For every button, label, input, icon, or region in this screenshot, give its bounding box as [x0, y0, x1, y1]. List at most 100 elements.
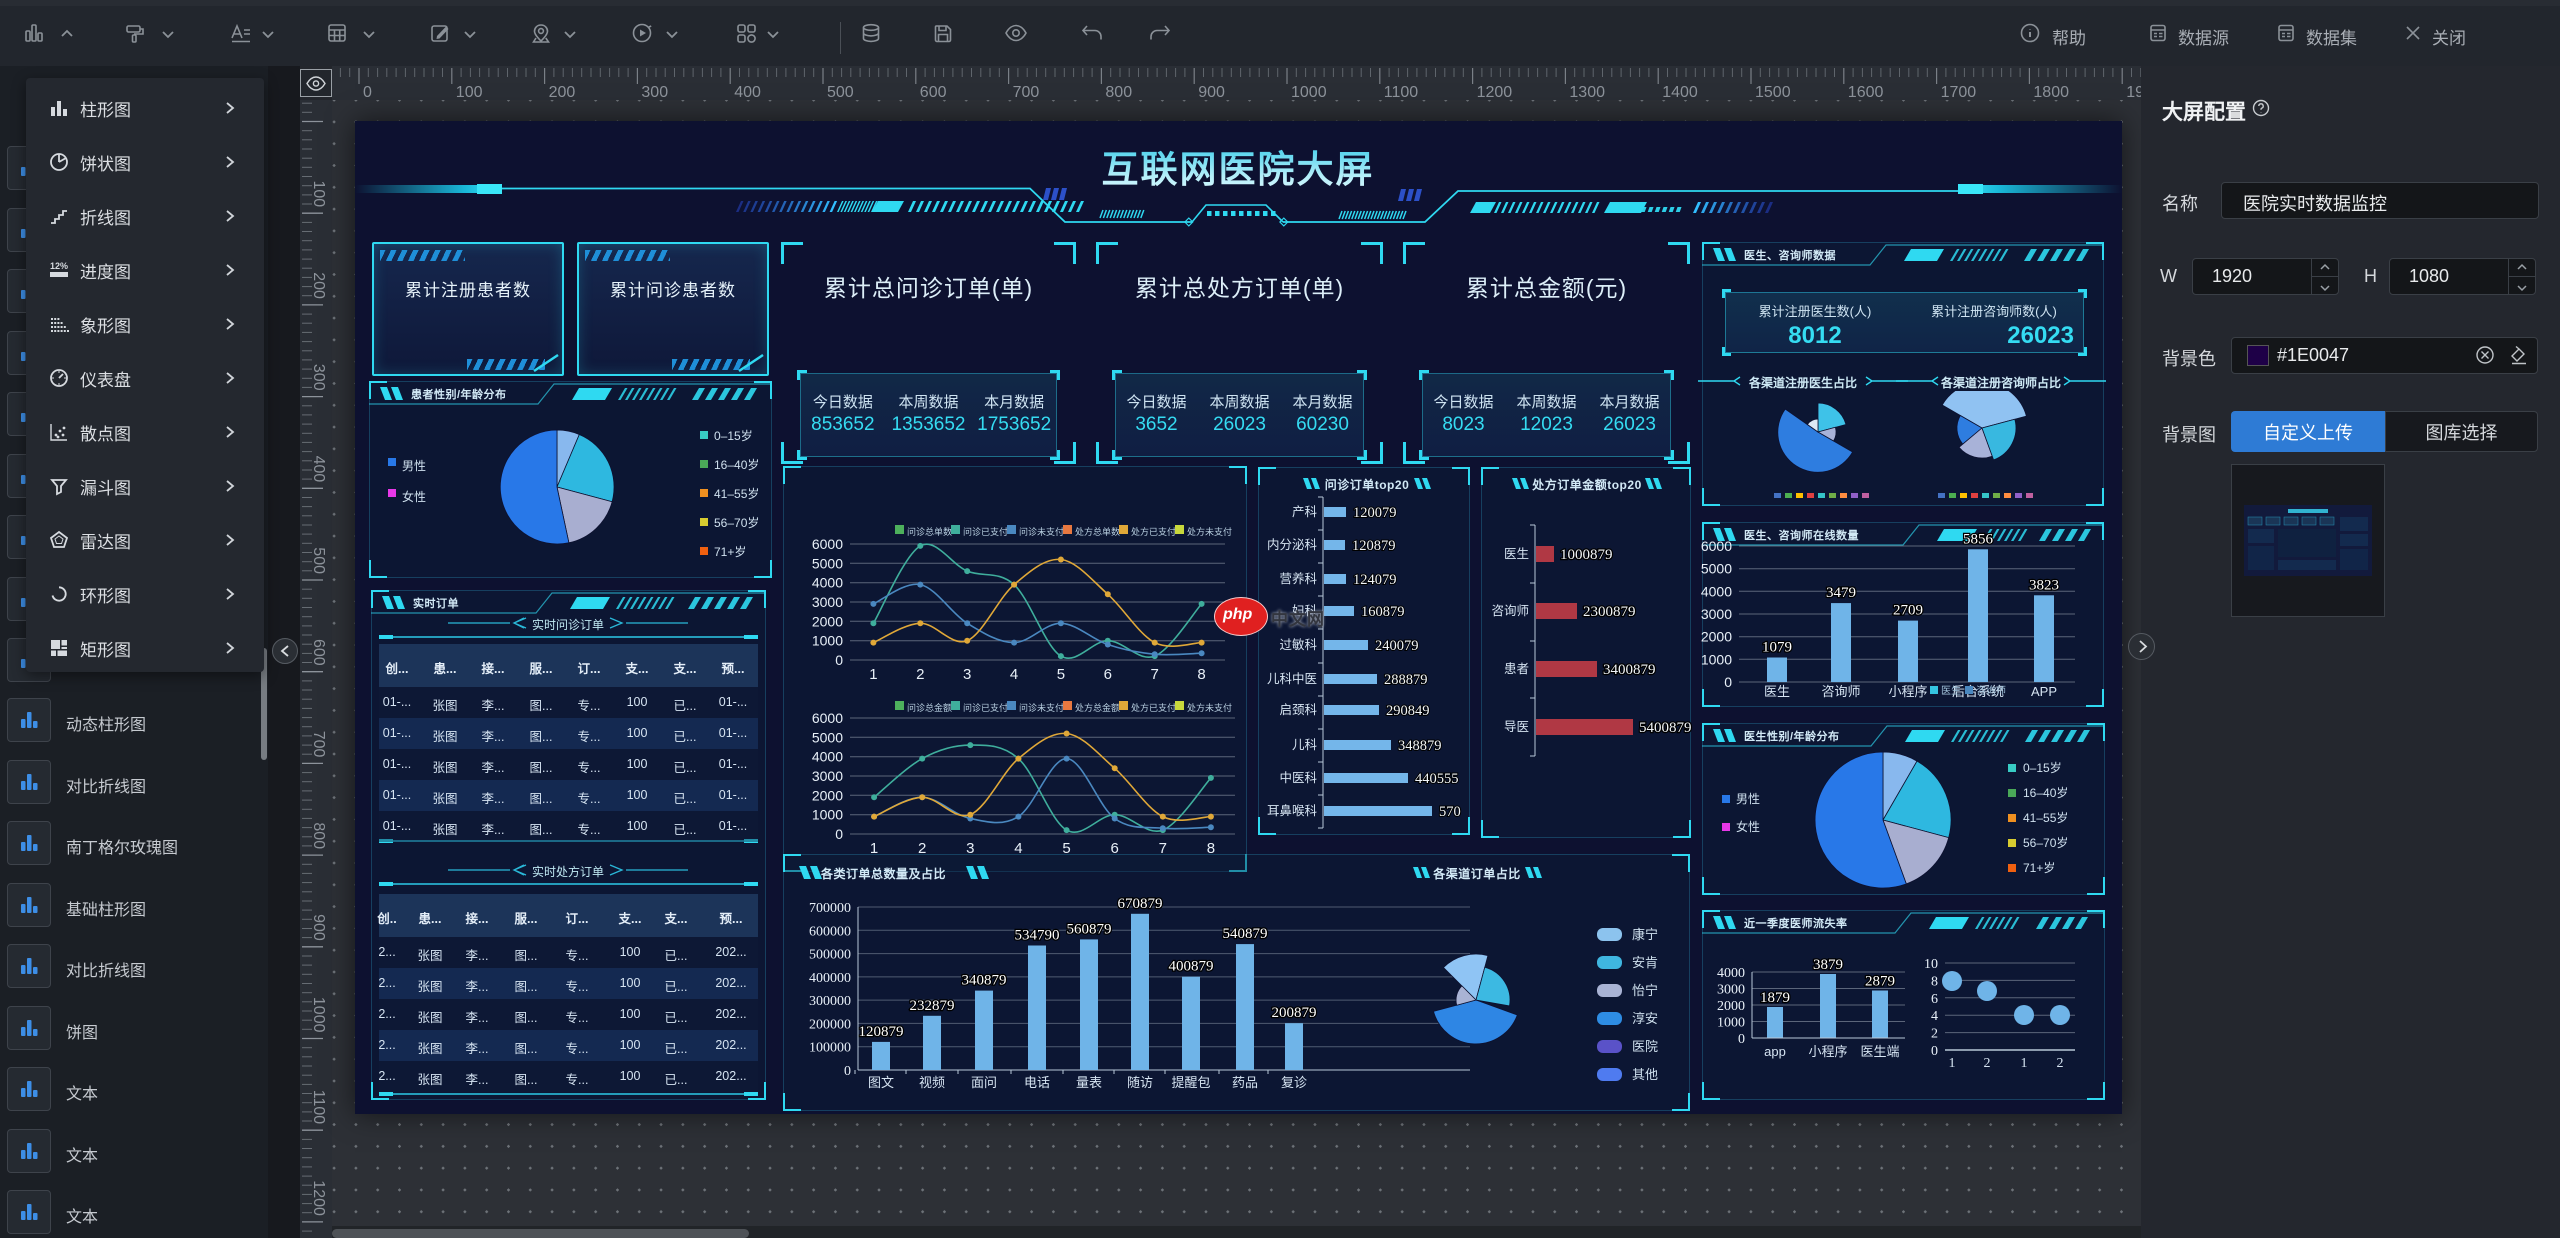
svg-text:0: 0: [1724, 674, 1732, 690]
svg-text:540879: 540879: [1223, 926, 1268, 942]
svg-text:医生: 医生: [1504, 547, 1529, 561]
svg-text:内分泌科: 内分泌科: [1267, 538, 1318, 552]
svg-text:6000: 6000: [1701, 538, 1732, 554]
svg-text:288879: 288879: [1384, 672, 1428, 688]
svg-text:100: 100: [456, 84, 483, 100]
svg-text:400000: 400000: [809, 971, 851, 986]
svg-text:1000: 1000: [1701, 651, 1732, 667]
svg-text:医生: 医生: [1941, 684, 1961, 697]
svg-text:200: 200: [549, 84, 576, 100]
svg-text:中医科: 中医科: [1279, 770, 1317, 785]
svg-text:4: 4: [1931, 1009, 1938, 1024]
svg-text:1500: 1500: [1755, 84, 1791, 100]
svg-text:1000: 1000: [812, 633, 843, 649]
svg-text:1600: 1600: [1848, 84, 1884, 100]
svg-text:过敏科: 过敏科: [1279, 637, 1317, 652]
svg-text:500000: 500000: [809, 948, 851, 963]
svg-text:其他: 其他: [1632, 1067, 1658, 1082]
svg-text:怡宁: 怡宁: [1632, 983, 1658, 998]
svg-text:安肯: 安肯: [1632, 955, 1658, 970]
svg-text:700: 700: [310, 731, 327, 758]
svg-text:3400879: 3400879: [1603, 662, 1656, 678]
svg-text:1000: 1000: [310, 997, 327, 1033]
svg-text:100: 100: [310, 180, 327, 207]
svg-text:700: 700: [1013, 84, 1040, 100]
svg-text:8: 8: [1207, 840, 1215, 857]
svg-text:1879: 1879: [1760, 990, 1790, 1006]
svg-text:儿科中医: 儿科中医: [1267, 671, 1317, 686]
svg-text:5000: 5000: [1701, 561, 1732, 577]
svg-text:量表: 量表: [1076, 1075, 1102, 1090]
svg-text:1800: 1800: [2033, 84, 2069, 100]
svg-text:1900: 1900: [2126, 84, 2141, 100]
svg-text:启颈科: 启颈科: [1279, 703, 1317, 717]
svg-text:534790: 534790: [1015, 928, 1060, 944]
svg-text:100000: 100000: [809, 1041, 851, 1056]
svg-text:10: 10: [1924, 957, 1938, 972]
svg-text:6000: 6000: [812, 710, 843, 726]
svg-text:1100: 1100: [1384, 84, 1419, 100]
svg-text:500: 500: [310, 547, 327, 574]
svg-text:1100: 1100: [310, 1090, 327, 1125]
svg-text:3: 3: [963, 666, 971, 683]
svg-text:0: 0: [844, 1064, 851, 1079]
svg-text:女性: 女性: [1736, 819, 1760, 834]
svg-text:670879: 670879: [1118, 896, 1163, 912]
svg-text:5000: 5000: [812, 555, 843, 571]
svg-text:4000: 4000: [1701, 583, 1732, 599]
svg-text:5400879: 5400879: [1639, 720, 1692, 736]
svg-text:3823: 3823: [2029, 577, 2059, 593]
svg-text:600000: 600000: [809, 924, 851, 939]
svg-text:500: 500: [827, 84, 854, 100]
svg-text:1000879: 1000879: [1560, 547, 1613, 563]
svg-text:200: 200: [310, 272, 327, 299]
svg-text:200879: 200879: [1272, 1005, 1317, 1021]
svg-text:2000: 2000: [1717, 999, 1745, 1014]
svg-text:2300879: 2300879: [1583, 604, 1636, 620]
svg-text:3000: 3000: [1701, 606, 1732, 622]
svg-text:0: 0: [835, 652, 843, 668]
svg-text:8: 8: [1197, 666, 1205, 683]
svg-text:3000: 3000: [812, 768, 843, 784]
svg-text:400: 400: [310, 456, 327, 483]
svg-text:200000: 200000: [809, 1017, 851, 1032]
svg-text:1000: 1000: [812, 807, 843, 823]
svg-text:300000: 300000: [809, 994, 851, 1009]
svg-text:2709: 2709: [1893, 603, 1923, 619]
svg-text:600: 600: [310, 639, 327, 666]
svg-text:4000: 4000: [1717, 966, 1745, 981]
svg-text:7: 7: [1159, 840, 1167, 857]
svg-text:0: 0: [1931, 1044, 1938, 1059]
svg-text:800: 800: [310, 822, 327, 849]
svg-text:300: 300: [641, 84, 668, 100]
svg-text:1400: 1400: [1662, 84, 1698, 100]
svg-text:小程序: 小程序: [1888, 684, 1927, 699]
svg-text:妇科: 妇科: [1292, 604, 1318, 618]
svg-text:1300: 1300: [1569, 84, 1605, 100]
svg-text:1200: 1200: [310, 1180, 327, 1216]
svg-text:6: 6: [1104, 666, 1112, 683]
svg-text:视频: 视频: [919, 1075, 945, 1090]
svg-text:儿科: 儿科: [1292, 738, 1318, 752]
svg-text:160879: 160879: [1361, 604, 1405, 620]
svg-text:800: 800: [1105, 84, 1132, 100]
svg-text:1: 1: [2021, 1056, 2028, 1071]
svg-text:6: 6: [1111, 840, 1119, 857]
svg-text:0–15岁: 0–15岁: [2023, 760, 2062, 775]
svg-text:12%: 12%: [50, 261, 68, 271]
svg-text:男性: 男性: [1736, 792, 1760, 806]
svg-text:3000: 3000: [1717, 983, 1745, 998]
svg-text:1: 1: [869, 666, 877, 683]
svg-text:2: 2: [2057, 1056, 2064, 1071]
svg-text:400: 400: [734, 84, 761, 100]
svg-text:570: 570: [1439, 804, 1461, 820]
svg-text:7: 7: [1151, 666, 1159, 683]
svg-text:3479: 3479: [1826, 585, 1856, 601]
svg-text:导医: 导医: [1504, 720, 1529, 734]
svg-text:康宁: 康宁: [1632, 927, 1658, 942]
svg-text:560879: 560879: [1067, 921, 1112, 937]
svg-text:3000: 3000: [812, 594, 843, 610]
svg-text:2: 2: [1931, 1027, 1938, 1042]
svg-text:240079: 240079: [1375, 638, 1419, 654]
svg-text:5856: 5856: [1963, 531, 1994, 547]
